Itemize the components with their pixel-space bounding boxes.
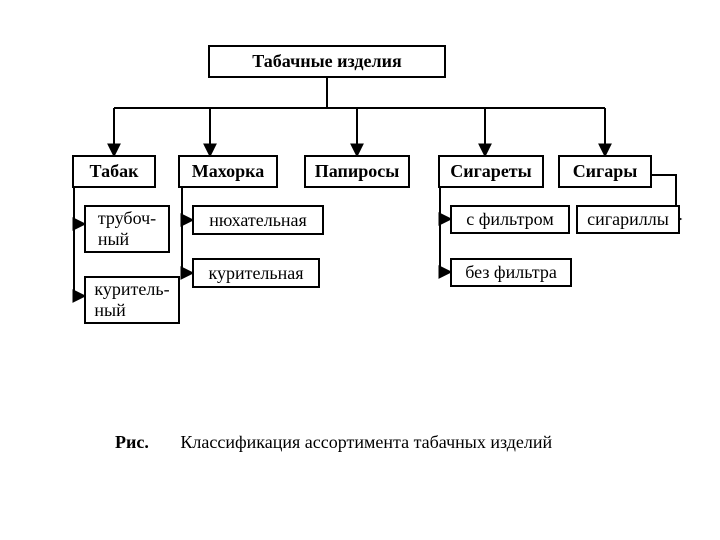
node-kuritelnaya: курительная	[192, 258, 320, 288]
node-s-filtrom: с фильтром	[450, 205, 570, 234]
node-mahorka: Махорка	[178, 155, 278, 188]
node-nyuhatelnaya: нюхательная	[192, 205, 324, 235]
node-sigarilly: сигариллы	[576, 205, 680, 234]
diagram-stage: Табачные изделия Табак Махорка Папиросы …	[0, 0, 720, 540]
connector-layer	[0, 0, 720, 540]
node-kuritelny: куритель- ный	[84, 276, 180, 324]
figure-caption: Рис. Классификация ассортимента табачных…	[115, 432, 552, 453]
caption-text: Классификация ассортимента табачных изде…	[180, 432, 552, 452]
node-trubochny: трубоч- ный	[84, 205, 170, 253]
node-tabak: Табак	[72, 155, 156, 188]
node-sigary: Сигары	[558, 155, 652, 188]
node-sigarety: Сигареты	[438, 155, 544, 188]
node-bez-filtra: без фильтра	[450, 258, 572, 287]
node-papirosy: Папиросы	[304, 155, 410, 188]
caption-prefix: Рис.	[115, 432, 149, 452]
node-root: Табачные изделия	[208, 45, 446, 78]
